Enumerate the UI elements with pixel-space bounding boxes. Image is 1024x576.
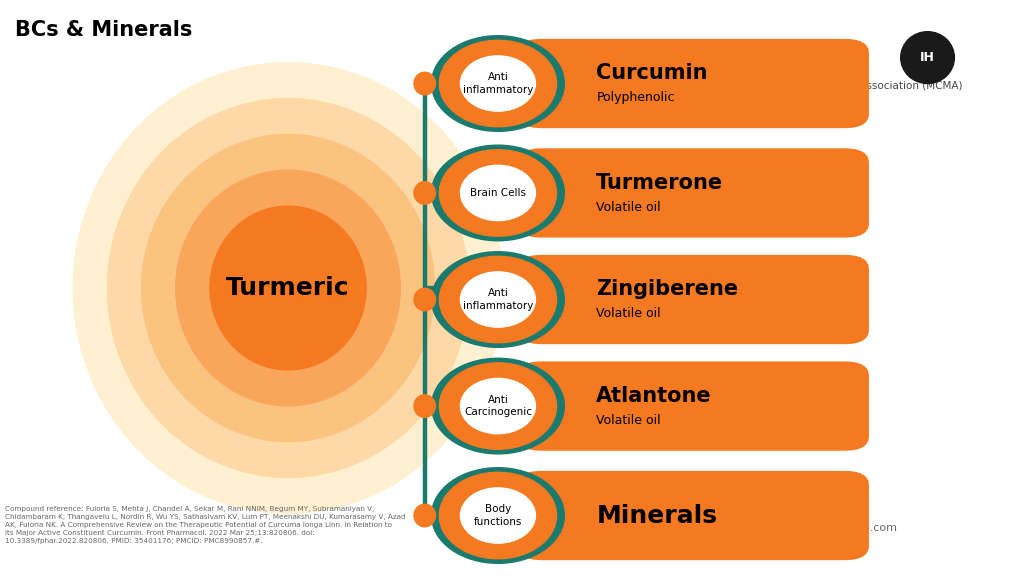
Text: BCs & Minerals: BCs & Minerals <box>14 20 193 40</box>
Text: Anti
Carcinogenic: Anti Carcinogenic <box>464 395 531 417</box>
Text: Zingiberene: Zingiberene <box>596 279 738 299</box>
Ellipse shape <box>439 40 556 127</box>
Text: Volatile oil: Volatile oil <box>596 414 660 427</box>
Text: Polyphenolic: Polyphenolic <box>596 92 675 104</box>
Text: Volatile oil: Volatile oil <box>596 308 660 320</box>
Ellipse shape <box>439 150 556 236</box>
Ellipse shape <box>461 56 536 111</box>
Text: Body
functions: Body functions <box>474 505 522 526</box>
Text: Minerals: Minerals <box>596 503 718 528</box>
Text: Anti
inflammatory: Anti inflammatory <box>463 73 534 94</box>
Text: Turmerone: Turmerone <box>596 173 724 192</box>
Text: www.integrativehealth.com
© 2024: www.integrativehealth.com © 2024 <box>743 523 897 544</box>
Ellipse shape <box>461 488 536 543</box>
Ellipse shape <box>461 378 536 434</box>
Ellipse shape <box>901 32 954 84</box>
Ellipse shape <box>431 358 564 454</box>
Ellipse shape <box>74 63 503 513</box>
Text: Volatile oil: Volatile oil <box>596 201 660 214</box>
Ellipse shape <box>176 170 400 406</box>
Ellipse shape <box>439 472 556 559</box>
Ellipse shape <box>461 272 536 327</box>
Ellipse shape <box>210 206 367 370</box>
Text: Turmeric: Turmeric <box>226 276 350 300</box>
Ellipse shape <box>414 395 435 418</box>
Ellipse shape <box>439 363 556 449</box>
Ellipse shape <box>414 504 435 527</box>
Text: Member of the Complementary Medical Association (MCMA): Member of the Complementary Medical Asso… <box>649 81 963 90</box>
FancyBboxPatch shape <box>517 471 869 560</box>
Ellipse shape <box>431 145 564 241</box>
Text: Atlantone: Atlantone <box>596 386 712 406</box>
Ellipse shape <box>439 256 556 343</box>
Text: Anti
inflammatory: Anti inflammatory <box>463 289 534 310</box>
Ellipse shape <box>431 252 564 347</box>
FancyBboxPatch shape <box>517 149 869 237</box>
Ellipse shape <box>461 165 536 221</box>
FancyBboxPatch shape <box>517 39 869 128</box>
Ellipse shape <box>431 36 564 131</box>
Ellipse shape <box>108 98 469 478</box>
Text: IH: IH <box>921 51 935 64</box>
Ellipse shape <box>414 181 435 204</box>
FancyBboxPatch shape <box>517 362 869 450</box>
Ellipse shape <box>414 72 435 95</box>
Text: Brain Cells: Brain Cells <box>470 188 526 198</box>
Ellipse shape <box>431 468 564 563</box>
Text: Curcumin: Curcumin <box>596 63 708 83</box>
Text: Compound reference: Fuloria S, Mehta J, Chandel A, Sekar M, Rani NNIM, Begum MY,: Compound reference: Fuloria S, Mehta J, … <box>5 506 406 544</box>
Ellipse shape <box>414 288 435 311</box>
Ellipse shape <box>141 134 434 442</box>
FancyBboxPatch shape <box>517 255 869 344</box>
